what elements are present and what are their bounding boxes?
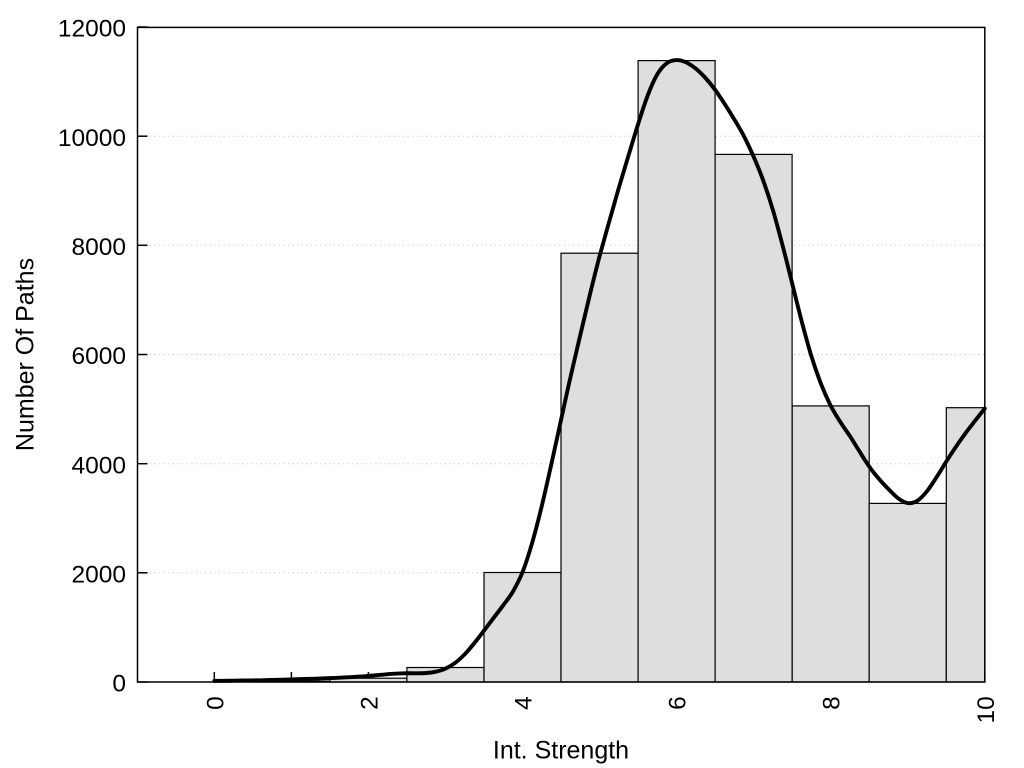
svg-text:0: 0 — [202, 696, 229, 710]
svg-text:12000: 12000 — [58, 16, 126, 43]
svg-text:2: 2 — [356, 696, 383, 710]
svg-text:6000: 6000 — [71, 343, 126, 370]
svg-text:6: 6 — [665, 696, 692, 710]
svg-text:10000: 10000 — [58, 125, 126, 152]
svg-text:Int. Strength: Int. Strength — [493, 737, 629, 765]
svg-text:8: 8 — [819, 696, 846, 710]
svg-text:2000: 2000 — [71, 562, 126, 589]
svg-text:Number Of Paths: Number Of Paths — [12, 258, 40, 451]
svg-text:10: 10 — [973, 696, 1000, 723]
svg-text:4: 4 — [511, 696, 538, 710]
svg-text:8000: 8000 — [71, 234, 126, 261]
svg-text:4000: 4000 — [71, 452, 126, 479]
svg-text:0: 0 — [112, 671, 126, 698]
